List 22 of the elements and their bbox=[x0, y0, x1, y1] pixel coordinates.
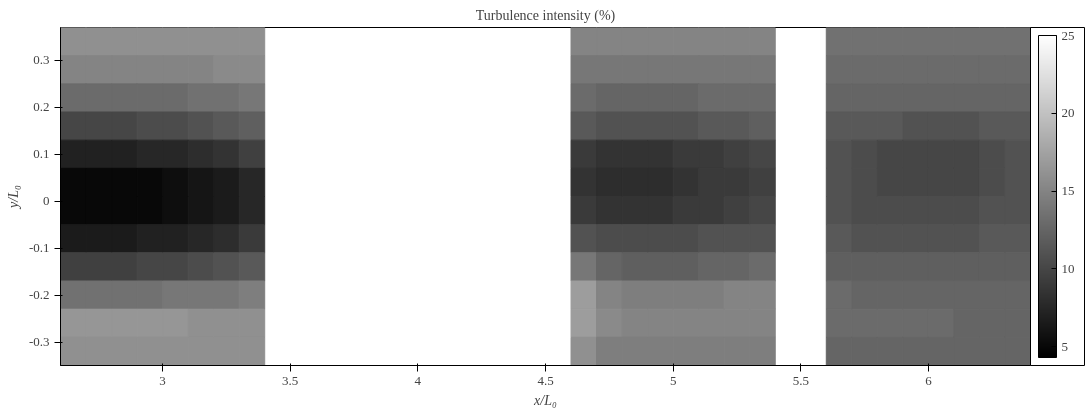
color-bar-label: 10 bbox=[1061, 260, 1075, 276]
color-bar-label: 15 bbox=[1061, 183, 1075, 199]
x-tick-label: 3 bbox=[159, 372, 166, 388]
x-tick-label: 3.5 bbox=[282, 372, 299, 388]
x-axis-title: x/L₀ bbox=[533, 392, 558, 408]
y-tick-label: 0.3 bbox=[33, 52, 50, 68]
color-bar-label: 5 bbox=[1061, 338, 1068, 354]
y-tick-label: -0.1 bbox=[28, 240, 50, 256]
x-tick-label: 4.5 bbox=[537, 372, 554, 388]
y-axis-title: y/L₀ bbox=[5, 184, 21, 210]
x-tick-label: 6 bbox=[925, 372, 933, 388]
y-tick-label: -0.3 bbox=[28, 334, 50, 350]
x-tick-label: 5 bbox=[669, 372, 677, 388]
y-tick-label: 0.1 bbox=[33, 146, 50, 162]
y-tick-label: 0.2 bbox=[33, 99, 50, 115]
chart-title: Turbulence intensity (%) bbox=[475, 7, 616, 24]
color-bar-label: 25 bbox=[1061, 27, 1075, 43]
x-tick-label: 5.5 bbox=[792, 372, 809, 388]
y-tick-label: -0.2 bbox=[28, 287, 50, 303]
color-bar-label: 20 bbox=[1061, 105, 1075, 121]
y-tick-label: 0 bbox=[43, 193, 50, 209]
x-tick-label: 4 bbox=[414, 372, 422, 388]
